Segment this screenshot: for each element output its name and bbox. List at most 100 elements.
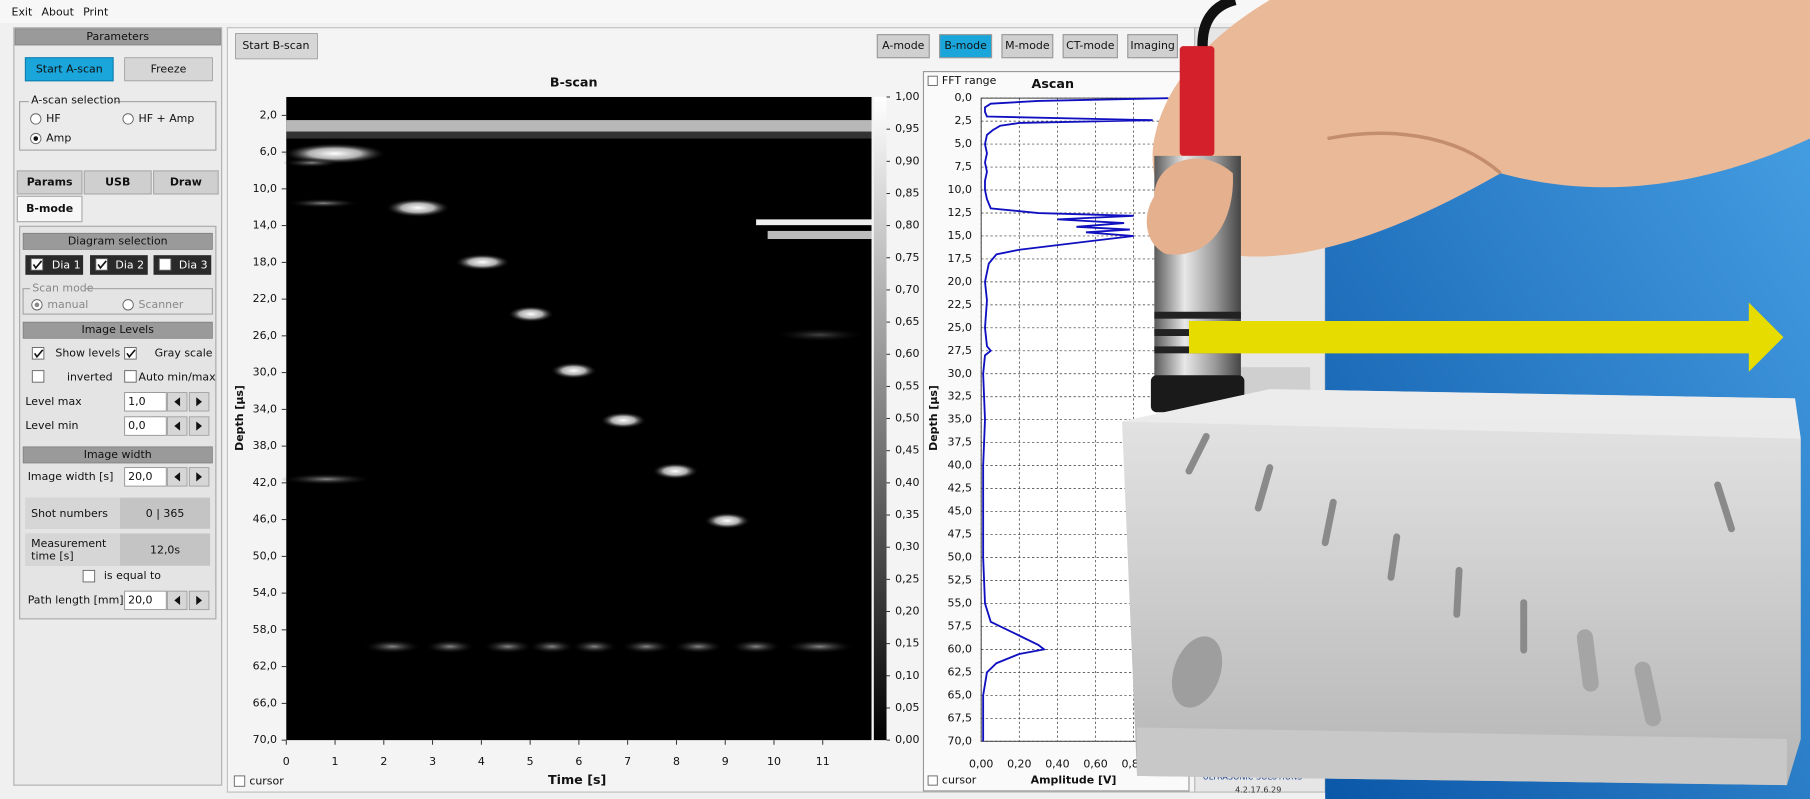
echo bbox=[286, 120, 871, 132]
echo bbox=[571, 640, 617, 654]
colorbar-tick-label: 0,00 bbox=[895, 733, 919, 746]
checkbox[interactable] bbox=[32, 371, 44, 383]
y-tick-label: 15,0 bbox=[948, 229, 972, 242]
echo bbox=[283, 158, 341, 167]
hole bbox=[1585, 637, 1591, 683]
chart-title: Ascan bbox=[1032, 76, 1074, 91]
radio-dot bbox=[35, 303, 40, 308]
x-tick-label: 7 bbox=[624, 755, 631, 768]
checkbox-label: cursor bbox=[942, 774, 977, 787]
x-tick-label: 3 bbox=[429, 755, 436, 768]
button-label: Freeze bbox=[151, 62, 187, 75]
y-tick-label: 17,5 bbox=[948, 252, 972, 265]
colorbar-tick-label: 0,30 bbox=[895, 540, 919, 553]
colorbar-tick-label: 0,75 bbox=[895, 251, 919, 264]
x-tick-label: 2 bbox=[380, 755, 387, 768]
y-tick-label: 30,0 bbox=[948, 367, 972, 380]
y-tick-label: 58,0 bbox=[253, 623, 277, 636]
field-value: 12,0s bbox=[150, 544, 180, 557]
section-title: Parameters bbox=[86, 30, 149, 43]
mode-label: A-mode bbox=[882, 39, 925, 52]
colorbar-tick-label: 0,25 bbox=[895, 572, 919, 585]
menu-item[interactable]: About bbox=[42, 6, 75, 19]
radio[interactable] bbox=[31, 114, 41, 124]
x-tick-label: 0 bbox=[283, 755, 290, 768]
radio[interactable] bbox=[123, 300, 133, 310]
y-tick-label: 65,0 bbox=[948, 688, 972, 701]
y-tick-label: 45,0 bbox=[948, 505, 972, 518]
field-label: Measurement bbox=[31, 537, 107, 550]
y-tick-label: 34,0 bbox=[253, 402, 277, 415]
checkbox[interactable] bbox=[125, 348, 137, 360]
hole bbox=[1457, 570, 1459, 614]
echo bbox=[286, 199, 360, 208]
y-tick-label: 70,0 bbox=[948, 734, 972, 747]
checkbox[interactable] bbox=[96, 259, 108, 271]
menu-item[interactable]: Exit bbox=[12, 6, 33, 19]
colorbar-tick-label: 0,10 bbox=[895, 669, 919, 682]
input-value: 0,0 bbox=[128, 419, 145, 432]
colorbar-tick-label: 0,35 bbox=[895, 508, 919, 521]
checkbox-label: FFT range bbox=[942, 74, 997, 87]
radio-label: HF bbox=[46, 112, 61, 125]
radio-label: Amp bbox=[46, 132, 71, 145]
checkbox[interactable] bbox=[928, 776, 937, 785]
group-label: A-scan selection bbox=[31, 93, 120, 106]
x-tick-label: 6 bbox=[575, 755, 582, 768]
y-tick-label: 47,5 bbox=[948, 528, 972, 541]
y-tick-label: 50,0 bbox=[253, 549, 277, 562]
echo bbox=[600, 412, 646, 428]
colorbar-tick-label: 1,00 bbox=[895, 90, 919, 103]
checkbox[interactable] bbox=[83, 570, 95, 582]
checkbox[interactable] bbox=[234, 776, 244, 786]
checkbox[interactable] bbox=[32, 348, 44, 360]
checkbox-label: Show levels bbox=[55, 346, 120, 359]
menu-item[interactable]: Print bbox=[83, 6, 109, 19]
checkbox-label: Gray scale bbox=[155, 346, 213, 359]
x-tick-label: 0,20 bbox=[1007, 757, 1031, 770]
x-tick-label: 11 bbox=[816, 755, 830, 768]
y-tick-label: 7,5 bbox=[955, 160, 972, 173]
y-tick-label: 5,0 bbox=[955, 137, 972, 150]
section-title: Diagram selection bbox=[68, 234, 168, 247]
tab-label: B-mode bbox=[26, 202, 73, 215]
hole bbox=[1643, 670, 1653, 718]
y-tick-label: 14,0 bbox=[253, 219, 277, 232]
checkbox[interactable] bbox=[125, 371, 137, 383]
echo bbox=[483, 640, 534, 654]
y-axis-label: Depth [µs] bbox=[233, 385, 246, 451]
y-tick-label: 6,0 bbox=[260, 145, 277, 158]
section-title: Image Levels bbox=[82, 323, 155, 336]
y-tick-label: 2,0 bbox=[260, 108, 277, 121]
chart-title: B-scan bbox=[550, 75, 598, 90]
colorbar-tick-label: 0,20 bbox=[895, 604, 919, 617]
tab-label: Draw bbox=[170, 175, 202, 188]
checkbox-label: inverted bbox=[67, 371, 113, 384]
y-tick-label: 70,0 bbox=[253, 733, 277, 746]
x-tick-label: 4 bbox=[478, 755, 485, 768]
checkbox[interactable] bbox=[159, 259, 171, 271]
checkbox[interactable] bbox=[928, 76, 937, 85]
colorbar-tick-label: 0,85 bbox=[895, 186, 919, 199]
y-tick-label: 38,0 bbox=[253, 439, 277, 452]
checkbox[interactable] bbox=[31, 259, 43, 271]
colorbar-tick-label: 0,90 bbox=[895, 154, 919, 167]
tab-label: USB bbox=[105, 175, 130, 188]
radio[interactable] bbox=[123, 114, 133, 124]
echo bbox=[768, 231, 872, 239]
probe-connector bbox=[1180, 46, 1215, 156]
group-label: Scan mode bbox=[32, 282, 93, 295]
y-tick-label: 32,5 bbox=[948, 390, 972, 403]
y-tick-label: 46,0 bbox=[253, 513, 277, 526]
echo bbox=[785, 640, 854, 654]
colorbar-tick-label: 0,70 bbox=[895, 283, 919, 296]
checkbox-label: is equal to bbox=[104, 569, 161, 582]
echo bbox=[286, 132, 871, 139]
y-tick-label: 12,5 bbox=[948, 206, 972, 219]
x-tick-label: 8 bbox=[673, 755, 680, 768]
x-tick-label: 9 bbox=[722, 755, 729, 768]
y-tick-label: 18,0 bbox=[253, 255, 277, 268]
y-tick-label: 66,0 bbox=[253, 696, 277, 709]
field-value: 0 | 365 bbox=[146, 507, 185, 520]
x-tick-label: 0,00 bbox=[969, 757, 993, 770]
